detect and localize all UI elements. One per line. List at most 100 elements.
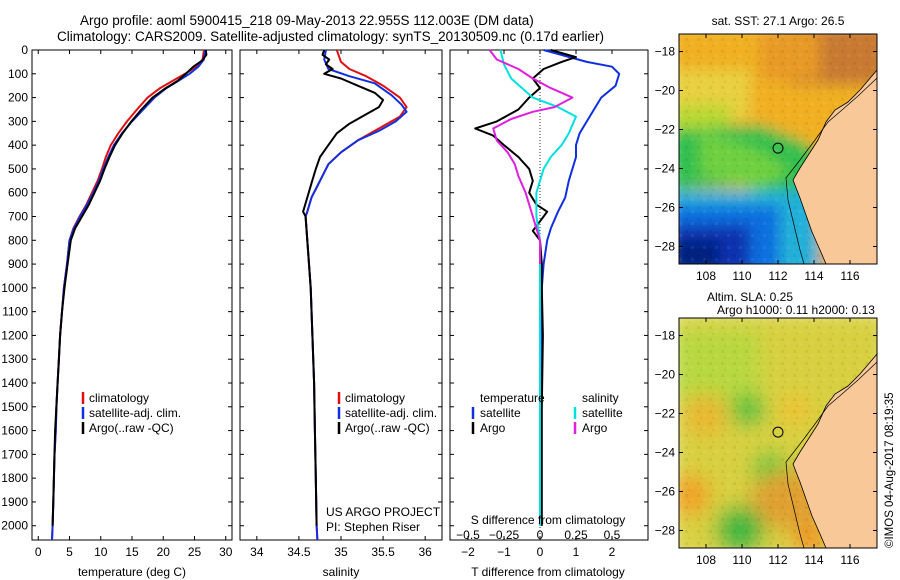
salinity-xlabel: salinity [323,565,360,579]
temperature-xlabel: temperature (deg C) [78,565,186,579]
lat-tick-label: −22 [655,407,676,421]
x-tick-label: 35.5 [371,545,395,559]
x-tick-label: 15 [125,545,139,559]
depth-tick-label: 400 [8,138,28,152]
lon-tick-label: 110 [732,553,751,567]
lat-tick-label: −18 [655,329,676,343]
x-tick-label: 25 [188,545,202,559]
salinity-plot-frame [239,49,443,541]
difference-plot-frame [449,49,649,541]
sst-map-image [679,34,877,264]
series-line-s-argo [488,49,574,265]
legend-label-s-argo: Argo [582,421,608,435]
difference-legend-salinity: salinity satellite Argo [573,391,623,435]
legend-label-climatology: climatology [345,391,405,405]
x-tick-label: −2 [461,545,475,559]
lat-tick-label: −22 [655,123,676,137]
depth-tick-label: 100 [8,67,28,81]
lat-tick-label: −18 [655,45,676,59]
lon-tick-label: 116 [840,553,859,567]
sla-shelf-isobath [785,361,877,548]
lat-tick-label: −24 [655,161,676,175]
x-tick-label: 34 [250,545,264,559]
lat-tick-label: −20 [655,368,676,382]
x-tick-label: 36 [418,545,432,559]
difference-legend-temperature: temperature satellite Argo [471,391,545,435]
series-line-satellite-adj-clim [51,49,207,541]
temperature-panel: 0100200300400500600700800900100011001200… [1,43,232,579]
sla-map-title: Altim. SLA: 0.25 [707,290,793,304]
lon-tick-label: 110 [732,269,751,283]
depth-tick-label: 1500 [1,400,28,414]
x-tick-label: 5 [66,545,73,559]
legend-title-salinity: salinity [582,391,619,405]
depth-tick-label: 800 [8,233,28,247]
salinity-diff-tick-label: −0.5 [456,528,480,542]
lon-tick-label: 114 [804,269,823,283]
depth-tick-label: 1000 [1,281,28,295]
sst-shelf-isobath [785,77,877,264]
series-line-climatology [51,49,205,541]
series-line-argo-raw-qc [302,49,385,526]
depth-tick-label: 200 [8,91,28,105]
header-line1: Argo profile: aoml 5900415_218 09-May-20… [80,13,534,28]
salinity-legend: climatology satellite-adj. clim. Argo(..… [337,391,437,435]
x-tick-label: 0 [35,545,42,559]
x-tick-label: 2 [609,545,616,559]
x-tick-label: −1 [497,545,511,559]
sst-float-location-marker [772,142,784,154]
temperature-legend: climatology satellite-adj. clim. Argo(..… [81,391,181,435]
credit-project: US ARGO PROJECT [326,505,441,519]
salinity-diff-tick-label: −0.25 [489,528,520,542]
legend-label-climatology: climatology [89,391,149,405]
depth-tick-label: 0 [21,43,28,57]
depth-tick-label: 500 [8,162,28,176]
depth-tick-label: 2000 [1,519,28,533]
lon-tick-label: 108 [696,269,716,283]
legend-label-t-argo: Argo [480,421,506,435]
sst-map-title: sat. SST: 27.1 Argo: 26.5 [712,14,845,28]
depth-tick-label: 700 [8,210,28,224]
lat-tick-label: −26 [655,484,676,498]
x-tick-label: 30 [219,545,233,559]
legend-label-satellite: satellite-adj. clim. [89,406,181,420]
difference-panel: −2 −1 0 1 2 S difference from climatology −0… [449,49,649,579]
depth-tick-label: 1300 [1,352,28,366]
salinity-diff-tick-label: 0 [537,528,544,542]
difference-xlabel-temperature: T difference from climatology [471,565,625,579]
sla-map-panel: Altim. SLA: 0.25 Argo h1000: 0.11 h2000:… [655,290,878,567]
x-tick-label: 1 [573,545,580,559]
sla-float-location-marker [772,426,784,438]
difference-xlabel-salinity: S difference from climatology [471,513,626,527]
sst-land [792,69,877,264]
lat-tick-label: −24 [655,445,676,459]
legend-label-t-satellite: satellite [480,406,521,420]
depth-tick-label: 1100 [2,305,28,319]
lon-tick-label: 112 [768,553,787,567]
depth-tick-label: 1200 [1,328,28,342]
series-line-t-satellite [539,49,621,526]
sla-map-subtitle: Argo h1000: 0.11 h2000: 0.13 [717,303,875,317]
legend-label-s-satellite: satellite [582,406,623,420]
imos-timestamp: ©IMOS 04-Aug-2017 08:19:35 [884,392,896,548]
salinity-diff-tick-label: 0.25 [564,528,588,542]
depth-tick-label: 1800 [1,471,28,485]
lat-tick-label: −20 [655,84,676,98]
legend-label-argo: Argo(..raw -QC) [89,421,174,435]
salinity-diff-tick-label: 0.5 [604,528,621,542]
depth-tick-label: 1700 [1,447,28,461]
header-line2: Climatology: CARS2009. Satellite-adjuste… [57,29,604,44]
sla-map-image [679,318,877,548]
legend-label-argo: Argo(..raw -QC) [345,421,430,435]
temperature-plot-frame [31,49,233,541]
series-line-t-argo [474,49,577,526]
legend-title-temperature: temperature [480,391,545,405]
lat-tick-label: −26 [655,200,676,214]
lon-tick-label: 114 [804,553,823,567]
sla-land [792,353,877,548]
credit-pi: PI: Stephen Riser [326,520,420,534]
salinity-panel: 34 34.5 35 35.5 36 salinity climatology sate… [239,49,443,579]
x-tick-label: 20 [157,545,171,559]
depth-tick-label: 600 [8,186,28,200]
